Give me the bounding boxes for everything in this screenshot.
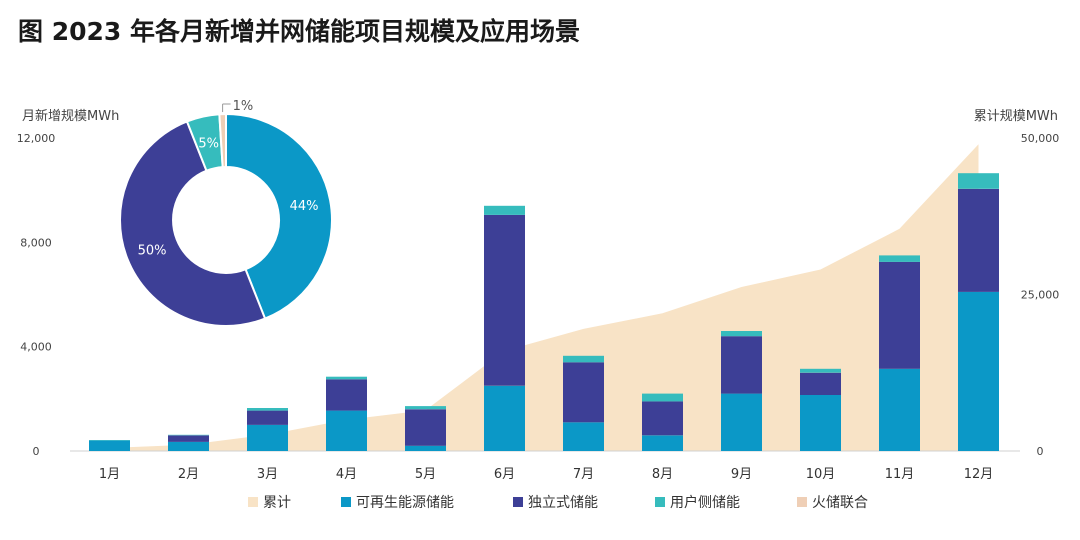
bar-standalone [721, 336, 762, 394]
x-tick-label: 10月 [806, 467, 836, 482]
right-tick-label: 25,000 [1021, 289, 1060, 302]
legend-swatch-cumulative [248, 497, 258, 507]
bar-user_side [879, 255, 920, 262]
x-tick-label: 3月 [257, 467, 278, 482]
legend-swatch-standalone [513, 497, 523, 507]
bar-renewable [563, 422, 604, 451]
x-tick-label: 7月 [573, 467, 594, 482]
bar-standalone [800, 372, 841, 395]
legend: 累计 可再生能源储能 独立式储能 用户侧储能 火储联合 [248, 494, 868, 511]
bar-standalone [326, 379, 367, 411]
bar-renewable [642, 435, 683, 451]
donut-slice-standalone [119, 120, 267, 327]
left-tick-label: 0 [33, 445, 40, 458]
left-tick-label: 8,000 [20, 236, 52, 249]
donut-value-label: 1% [233, 99, 254, 114]
bar-user_side [405, 406, 446, 410]
bar-user_side [642, 393, 683, 402]
donut-value-label: 5% [198, 136, 219, 151]
bar-renewable [168, 441, 209, 451]
donut-value-label: 44% [290, 199, 319, 214]
left-axis-title: 月新增规模MWh [22, 108, 119, 124]
x-tick-label: 1月 [99, 467, 120, 482]
legend-swatch-thermal [797, 497, 807, 507]
bar-renewable [958, 291, 999, 451]
x-tick-label: 5月 [415, 467, 436, 482]
bar-user_side [89, 440, 130, 441]
bar-standalone [168, 435, 209, 442]
bar-renewable [800, 394, 841, 451]
left-tick-label: 4,000 [20, 341, 52, 354]
left-axis-ticks: 0 4,000 8,000 12,000 [17, 132, 56, 458]
bar-user_side [326, 376, 367, 380]
x-tick-label: 2月 [178, 467, 199, 482]
bar-user_side [247, 408, 288, 411]
x-tick-label: 11月 [885, 467, 915, 482]
donut-value-label: 50% [138, 243, 167, 258]
bar-user_side [484, 205, 525, 215]
legend-label: 累计 [263, 495, 291, 511]
bar-renewable [247, 424, 288, 451]
x-axis-ticks: 1月 2月 3月 4月 5月 6月 7月 8月 9月 10月 11月 12月 [99, 467, 993, 482]
bar-standalone [958, 188, 999, 292]
bar-user_side [168, 434, 209, 436]
x-tick-label: 9月 [731, 467, 752, 482]
right-tick-label: 50,000 [1021, 132, 1060, 145]
legend-swatch-renewable [341, 497, 351, 507]
bar-standalone [642, 401, 683, 436]
bar-user_side [721, 331, 762, 337]
bar-renewable [484, 385, 525, 451]
inset-donut-chart: 44% 50% 5% 1% [119, 99, 333, 327]
legend-label: 用户侧储能 [670, 494, 740, 511]
right-axis-title: 累计规模MWh [974, 109, 1058, 124]
bar-renewable [326, 410, 367, 451]
x-tick-label: 8月 [652, 467, 673, 482]
legend-label: 可再生能源储能 [356, 495, 454, 511]
bar-standalone [484, 214, 525, 386]
right-tick-label: 0 [1037, 445, 1044, 458]
left-tick-label: 12,000 [17, 132, 56, 145]
x-tick-label: 12月 [964, 467, 994, 482]
legend-swatch-user_side [655, 497, 665, 507]
bar-user_side [563, 355, 604, 363]
chart-title: 图 2023 年各月新增并网储能项目规模及应用场景 [18, 17, 580, 46]
legend-label: 独立式储能 [528, 495, 598, 511]
x-tick-label: 4月 [336, 467, 357, 482]
bar-standalone [247, 410, 288, 425]
bar-layer [89, 173, 999, 451]
bar-standalone [879, 261, 920, 369]
bar-renewable [405, 445, 446, 451]
legend-label: 火储联合 [812, 495, 868, 511]
bar-renewable [89, 440, 130, 451]
donut-slice-thermal [218, 112, 227, 169]
bar-user_side [800, 368, 841, 373]
bar-renewable [721, 393, 762, 451]
bar-standalone [563, 362, 604, 423]
donut-slice-renewable [225, 112, 333, 320]
bar-renewable [879, 368, 920, 451]
x-tick-label: 6月 [494, 467, 515, 482]
right-axis-ticks: 0 25,000 50,000 [1021, 132, 1060, 458]
bar-standalone [405, 409, 446, 446]
bar-user_side [958, 173, 999, 189]
